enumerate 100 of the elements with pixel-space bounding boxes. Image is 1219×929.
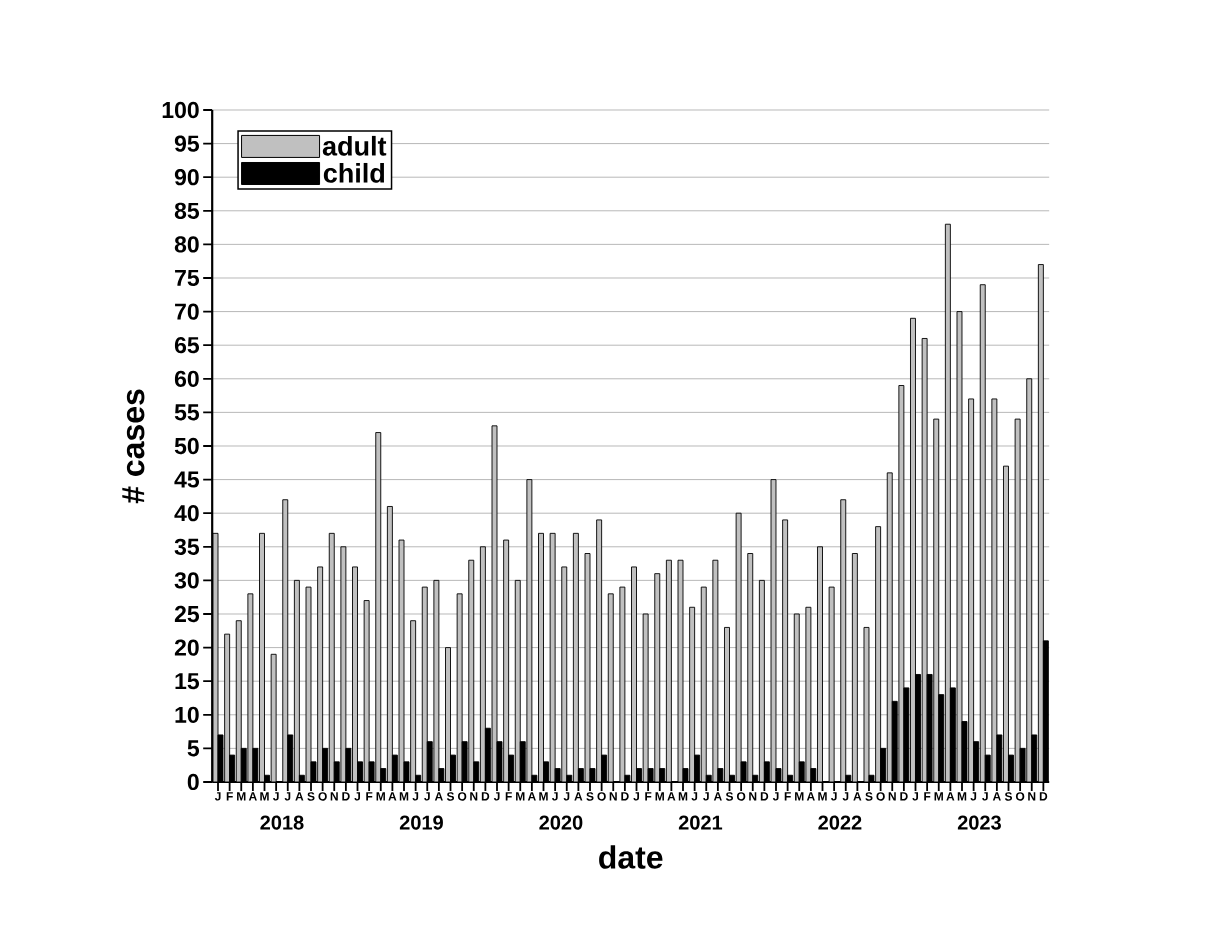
y-tick-label: 10 [175, 706, 199, 723]
x-tick-label: J [424, 792, 430, 801]
x-tick-label: M [934, 792, 943, 801]
x-tick-label: A [853, 792, 862, 801]
x-tick-label: F [226, 792, 233, 801]
x-tick-label: D [621, 792, 629, 801]
x-tick-label: J [912, 792, 919, 801]
y-tick-label: 85 [174, 202, 200, 219]
text: 2023 [957, 815, 1001, 830]
x-tick-label: A [434, 792, 443, 801]
y-tick-label: 75 [175, 269, 200, 287]
y-tick-label: 45 [174, 471, 200, 488]
x-tick-label: S [586, 792, 594, 801]
x-tick-label: J [830, 792, 837, 801]
x-tick-label: O [597, 792, 606, 801]
y-tick-label: 0 [187, 773, 199, 791]
x-tick-label: D [900, 792, 908, 801]
x-tick-label: J [563, 792, 570, 801]
x-tick-label: M [376, 792, 385, 801]
x-tick-label: A [806, 792, 815, 801]
legend-label: child [323, 162, 385, 183]
y-tick-label: 55 [174, 404, 200, 421]
x-tick-label: N [470, 792, 478, 801]
x-tick-label: J [214, 792, 221, 801]
x-tick-label: M [516, 792, 525, 801]
x-tick-label: A [992, 792, 1001, 801]
x-tick-label: J [982, 792, 988, 801]
text: 2019 [399, 815, 443, 830]
y-tick-label: 50 [174, 437, 199, 455]
x-tick-label: J [551, 792, 558, 801]
x-tick-label: F [505, 792, 512, 801]
x-tick-label: D [1039, 792, 1048, 801]
x-tick-label: S [865, 792, 873, 801]
x-tick-label: A [295, 792, 304, 801]
x-tick-label: M [818, 792, 827, 801]
text: 2020 [539, 815, 583, 830]
x-tick-label: N [749, 792, 757, 801]
y-tick-label: 70 [175, 303, 199, 320]
x-tick-label: J [412, 792, 419, 801]
x-tick-label: M [795, 792, 804, 801]
x-tick-label: A [574, 792, 583, 801]
x-tick-label: M [237, 792, 246, 801]
x-tick-label: A [248, 792, 257, 801]
y-tick-label: 15 [175, 673, 200, 690]
x-tick-label: D [342, 792, 350, 801]
x-tick-label: A [527, 792, 536, 801]
x-tick-label: S [446, 792, 455, 801]
y-tick-label: 90 [174, 169, 199, 186]
x-tick-label: O [876, 792, 885, 801]
y-tick-label: 80 [174, 236, 199, 253]
x-tick-label: O [1015, 792, 1025, 801]
x-tick-label: F [645, 792, 652, 801]
x-tick-label: J [842, 792, 849, 801]
x-tick-label: J [284, 792, 291, 801]
x-tick-label: J [772, 792, 779, 801]
text: 2018 [260, 815, 304, 830]
y-tick-label: 20 [174, 639, 199, 656]
x-tick-label: J [633, 792, 640, 801]
x-tick-label: J [493, 792, 500, 801]
x-tick-label: N [609, 792, 617, 801]
y-tick-label: 65 [174, 337, 200, 354]
legend-label: adult [322, 135, 387, 156]
x-axis-title: date [599, 845, 663, 869]
x-tick-label: S [307, 792, 315, 801]
y-tick-label: 25 [174, 605, 200, 623]
x-tick-label: J [703, 792, 709, 801]
x-tick-label: M [655, 792, 664, 801]
x-tick-label: A [946, 792, 955, 801]
y-tick-label: 5 [187, 740, 200, 757]
y-tick-label: 35 [174, 538, 200, 555]
y-tick-label: 30 [174, 572, 199, 589]
x-tick-label: M [260, 792, 269, 801]
x-tick-label: D [760, 792, 769, 801]
x-tick-label: O [318, 792, 327, 801]
x-tick-label: D [481, 792, 490, 801]
x-tick-label: F [784, 792, 791, 801]
x-tick-label: S [1004, 792, 1013, 801]
x-tick-label: J [691, 792, 698, 801]
y-tick-label: 95 [174, 135, 200, 152]
x-tick-label: A [388, 792, 397, 801]
y-tick-label: 40 [174, 505, 199, 522]
x-tick-label: F [924, 792, 931, 801]
x-tick-label: S [725, 792, 734, 801]
x-tick-label: N [1028, 792, 1036, 801]
x-tick-label: J [970, 792, 977, 801]
x-tick-label: O [457, 792, 467, 801]
x-tick-label: N [330, 792, 338, 801]
text: 2022 [818, 815, 862, 830]
x-tick-label: J [272, 792, 279, 801]
y-tick-label: 60 [174, 370, 199, 387]
text: 2021 [678, 815, 723, 830]
x-tick-label: N [888, 792, 896, 801]
y-tick-label: 100 [162, 101, 199, 119]
x-tick-label: M [678, 792, 688, 801]
x-tick-label: M [957, 792, 967, 801]
x-tick-label: M [399, 792, 409, 801]
x-tick-label: F [366, 792, 373, 801]
x-tick-label: M [539, 792, 548, 801]
x-tick-label: O [736, 792, 746, 801]
y-axis-title: # cases [122, 389, 145, 504]
